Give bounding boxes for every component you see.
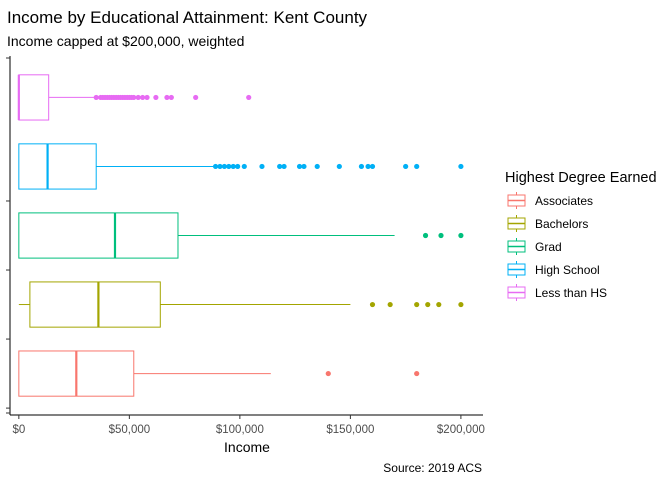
legend-label: Associates — [535, 194, 593, 208]
x-tick-label: $50,000 — [109, 424, 151, 436]
outlier-point — [241, 163, 247, 170]
box-iqr — [18, 212, 179, 259]
legend-label: Grad — [535, 240, 562, 254]
outlier-point — [230, 163, 236, 170]
outlier-point — [365, 163, 371, 170]
box-high-school — [18, 143, 464, 190]
x-tick-label: $150,000 — [326, 424, 374, 436]
outlier-point — [325, 370, 331, 377]
outlier-point — [259, 163, 265, 170]
chart-title: Income by Educational Attainment: Kent C… — [7, 8, 368, 27]
legend-label: High School — [535, 263, 600, 277]
box-iqr — [29, 281, 161, 328]
outlier-point — [217, 163, 223, 170]
outlier-point — [358, 163, 365, 170]
legend-key-bachelors — [507, 215, 526, 232]
outlier-point — [387, 301, 393, 308]
x-tick-label: $0 — [12, 424, 25, 436]
x-axis-label: Income — [224, 439, 270, 455]
legend: Highest Degree Earned Associates Bachelor… — [505, 170, 657, 301]
outlier-point — [438, 232, 444, 239]
outlier-point — [314, 163, 320, 170]
x-axis: $0 $50,000 $100,000 $150,000 $200,000 — [10, 414, 485, 436]
legend-title: Highest Degree Earned — [505, 170, 657, 186]
legend-label: Less than HS — [535, 286, 607, 300]
outlier-point — [336, 163, 342, 170]
outlier-point — [153, 94, 159, 101]
outlier-point — [369, 301, 376, 308]
outlier-point — [369, 163, 376, 170]
outlier-point — [226, 163, 232, 170]
outlier-point — [135, 94, 141, 101]
outlier-point — [436, 301, 442, 308]
outlier-point — [301, 163, 307, 170]
legend-key-less-than-hs — [507, 284, 526, 301]
outlier-point — [164, 94, 170, 101]
outlier-point — [414, 301, 420, 308]
box-less-than-hs — [17, 74, 252, 121]
outlier-point — [246, 94, 252, 101]
outlier-point — [144, 94, 150, 101]
chart-caption: Source: 2019 ACS — [383, 461, 482, 475]
legend-label: Bachelors — [535, 217, 588, 231]
chart-subtitle: Income capped at $200,000, weighted — [7, 33, 244, 49]
outlier-point — [212, 163, 219, 170]
outlier-point — [168, 94, 174, 101]
outlier-point — [414, 370, 420, 377]
outlier-point — [403, 163, 409, 170]
outlier-point — [296, 163, 303, 170]
outlier-point — [193, 94, 199, 101]
outlier-point — [281, 163, 287, 170]
outlier-point — [425, 301, 431, 308]
outlier-point — [93, 94, 99, 101]
outlier-point — [458, 301, 464, 308]
box-associates — [18, 350, 420, 397]
legend-key-grad — [507, 238, 526, 255]
legend-key-associates — [507, 192, 526, 209]
box-iqr — [18, 143, 97, 190]
outlier-point — [458, 232, 464, 239]
x-tick-label: $100,000 — [216, 424, 264, 436]
y-axis — [6, 56, 11, 415]
outlier-point — [131, 94, 137, 101]
outlier-point — [458, 163, 464, 170]
x-tick-label: $200,000 — [437, 424, 485, 436]
outlier-point — [140, 94, 146, 101]
box-grad — [18, 212, 464, 259]
outlier-point — [414, 163, 420, 170]
plot-area — [17, 74, 464, 397]
outlier-point — [235, 163, 241, 170]
legend-key-high-school — [507, 261, 526, 278]
box-bachelors — [18, 281, 464, 328]
outlier-point — [277, 163, 283, 170]
outlier-point — [422, 232, 429, 239]
box-iqr — [18, 74, 50, 121]
outlier-point — [221, 163, 227, 170]
